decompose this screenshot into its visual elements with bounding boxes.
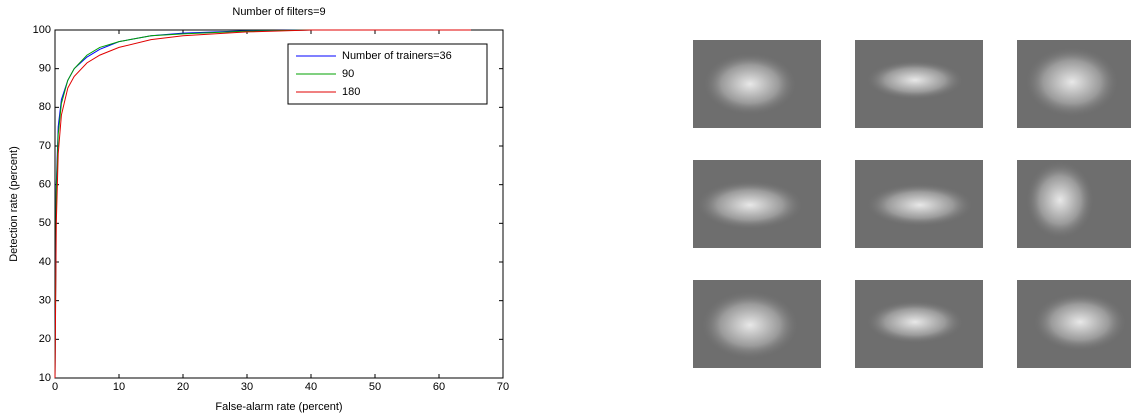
y-tick-label: 60 [39,179,51,191]
filter-image [855,280,983,368]
x-tick-label: 50 [369,381,381,393]
x-axis-label: False-alarm rate (percent) [215,401,342,413]
filter-images [693,40,1131,368]
y-tick-label: 50 [39,217,51,229]
legend-label: 180 [342,86,360,98]
legend-label: Number of trainers=36 [342,50,452,62]
y-tick-label: 30 [39,295,51,307]
x-tick-label: 60 [433,381,445,393]
page: Number of filters=9 False-alarm rate (pe… [0,0,1131,414]
y-tick-label: 20 [39,333,51,345]
filter-image [693,40,821,128]
x-tick-label: 40 [305,381,317,393]
y-axis-label: Detection rate (percent) [8,146,20,262]
filter-image [693,280,821,368]
x-tick-label: 70 [497,381,509,393]
x-tick-label: 10 [113,381,125,393]
y-tick-label: 90 [39,63,51,75]
y-tick-label: 10 [39,372,51,384]
x-tick-label: 30 [241,381,253,393]
y-tick-label: 80 [39,101,51,113]
filter-image [855,160,983,248]
filter-image [693,160,821,248]
filter-image [855,40,983,128]
filter-image [1017,280,1131,368]
legend-label: 90 [342,68,354,80]
y-tick-label: 100 [33,24,51,36]
filter-image [1017,40,1131,128]
x-tick-label: 20 [177,381,189,393]
y-tick-label: 40 [39,256,51,268]
filter-image [1017,160,1131,248]
chart-title: Number of filters=9 [232,6,325,18]
x-tick-label: 0 [52,381,58,393]
y-tick-label: 70 [39,140,51,152]
